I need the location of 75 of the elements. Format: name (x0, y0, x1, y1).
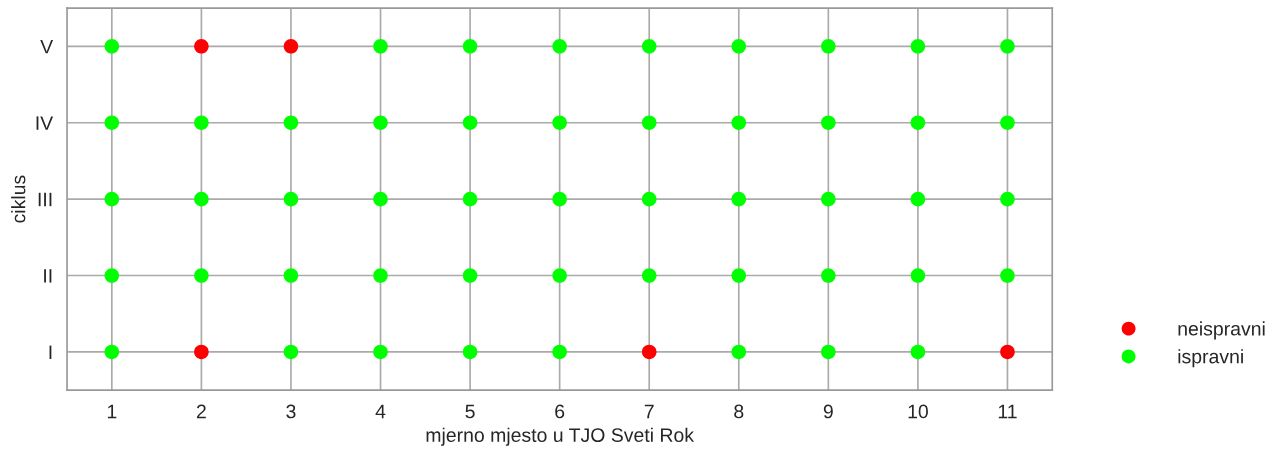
point (731, 268, 747, 283)
y-tick-label: IV (36, 116, 54, 130)
point (283, 344, 299, 360)
point (821, 39, 836, 54)
legend-label: neispravni (1178, 321, 1265, 340)
x-tick-label: 7 (644, 404, 654, 419)
legend-label: ispravni (1178, 349, 1243, 368)
x-axis-title: mjerno mjesto u TJO Sveti Rok (426, 427, 695, 446)
point (731, 39, 747, 54)
point (821, 344, 836, 360)
point (373, 268, 388, 283)
point (821, 268, 836, 283)
point (373, 115, 388, 130)
point (462, 344, 478, 360)
point (552, 191, 567, 207)
point (641, 39, 657, 54)
x-tick-label: 3 (286, 404, 296, 419)
point (552, 39, 567, 54)
point (910, 344, 926, 360)
point (910, 115, 926, 130)
point (373, 39, 388, 54)
point (104, 344, 120, 360)
x-tick-label: 10 (908, 404, 928, 419)
point (462, 191, 478, 207)
point (104, 39, 120, 54)
point (283, 115, 299, 130)
y-axis-title: ciklus (11, 175, 26, 223)
point (462, 39, 478, 54)
point (194, 268, 209, 283)
x-tick-label: 11 (998, 404, 1017, 419)
point (910, 191, 926, 207)
point (552, 344, 567, 360)
x-tick-label: 6 (555, 404, 565, 419)
x-tick-label: 4 (375, 404, 386, 419)
x-tick-label: 8 (734, 404, 744, 419)
point (1000, 344, 1015, 360)
point (641, 344, 657, 360)
point (910, 39, 926, 54)
point (104, 268, 120, 283)
x-tick-label: 2 (196, 404, 206, 419)
point (1000, 39, 1015, 54)
point (1000, 191, 1015, 207)
point (731, 191, 747, 207)
point (283, 268, 299, 283)
point (373, 191, 388, 207)
point (821, 115, 836, 130)
point (1000, 268, 1015, 283)
point (462, 115, 478, 130)
point (104, 115, 120, 130)
y-tick-label: II (44, 269, 52, 283)
point (194, 39, 209, 54)
point (910, 268, 926, 283)
point (1000, 115, 1015, 130)
x-tick-label: 9 (823, 404, 833, 419)
y-tick-label: I (49, 345, 52, 359)
x-tick-label: 1 (107, 404, 117, 419)
point (552, 115, 567, 130)
point (641, 268, 657, 283)
point (283, 39, 299, 54)
point (731, 115, 747, 130)
y-tick-label: III (38, 192, 52, 207)
point (641, 115, 657, 130)
point (552, 268, 567, 283)
point (194, 344, 209, 360)
point (641, 191, 657, 207)
point (462, 268, 478, 283)
y-tick-label: V (40, 39, 54, 54)
point (194, 115, 209, 130)
point (283, 191, 299, 207)
x-tick-label: 5 (465, 404, 475, 419)
point (194, 191, 209, 207)
point (373, 344, 388, 360)
point (104, 191, 120, 207)
point (821, 191, 836, 207)
point (731, 344, 747, 360)
